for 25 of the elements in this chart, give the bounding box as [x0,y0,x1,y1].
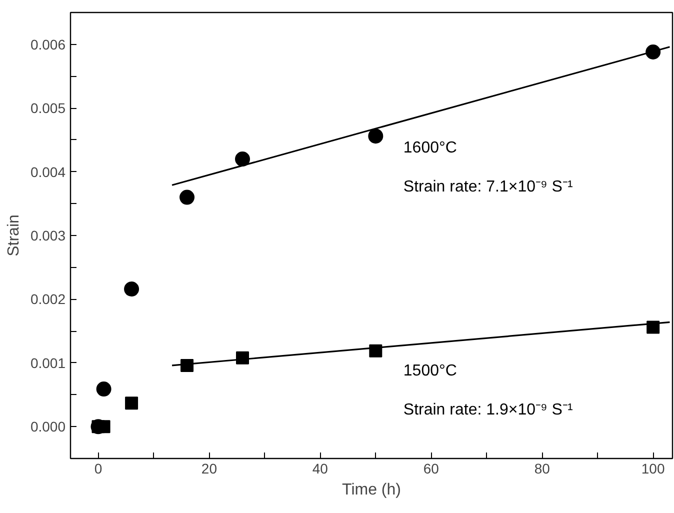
point [125,396,138,410]
y-tick-label: 0.006 [30,36,66,52]
annotation: 1500°C [403,362,457,380]
annotation: Strain rate: 7.1×10⁻⁹ S⁻¹ [403,178,573,196]
x-axis-title: Time (h) [342,482,401,498]
point [368,128,384,144]
annotation: Strain rate: 1.9×10⁻⁹ S⁻¹ [403,402,573,419]
y-axis-title: Strain [5,214,22,256]
x-tick-label: 60 [423,460,440,476]
point [180,190,195,205]
y-tick-label: 0.003 [30,228,66,244]
y-tick-label: 0.001 [30,354,66,371]
point [235,152,250,167]
y-tick-label: 0.000 [30,418,66,435]
x-tick-label: 80 [534,460,550,476]
point [96,382,112,397]
y-tick-label: 0.004 [30,164,66,180]
y-tick-label: 0.002 [30,291,66,308]
point [124,282,140,297]
x-tick-label: 0 [94,460,102,476]
x-tick-label: 20 [201,460,218,476]
x-tick-label: 100 [641,460,665,476]
x-tick-label: 40 [312,460,328,476]
annotation: 1600°C [403,140,457,157]
y-tick-label: 0.005 [30,100,66,116]
